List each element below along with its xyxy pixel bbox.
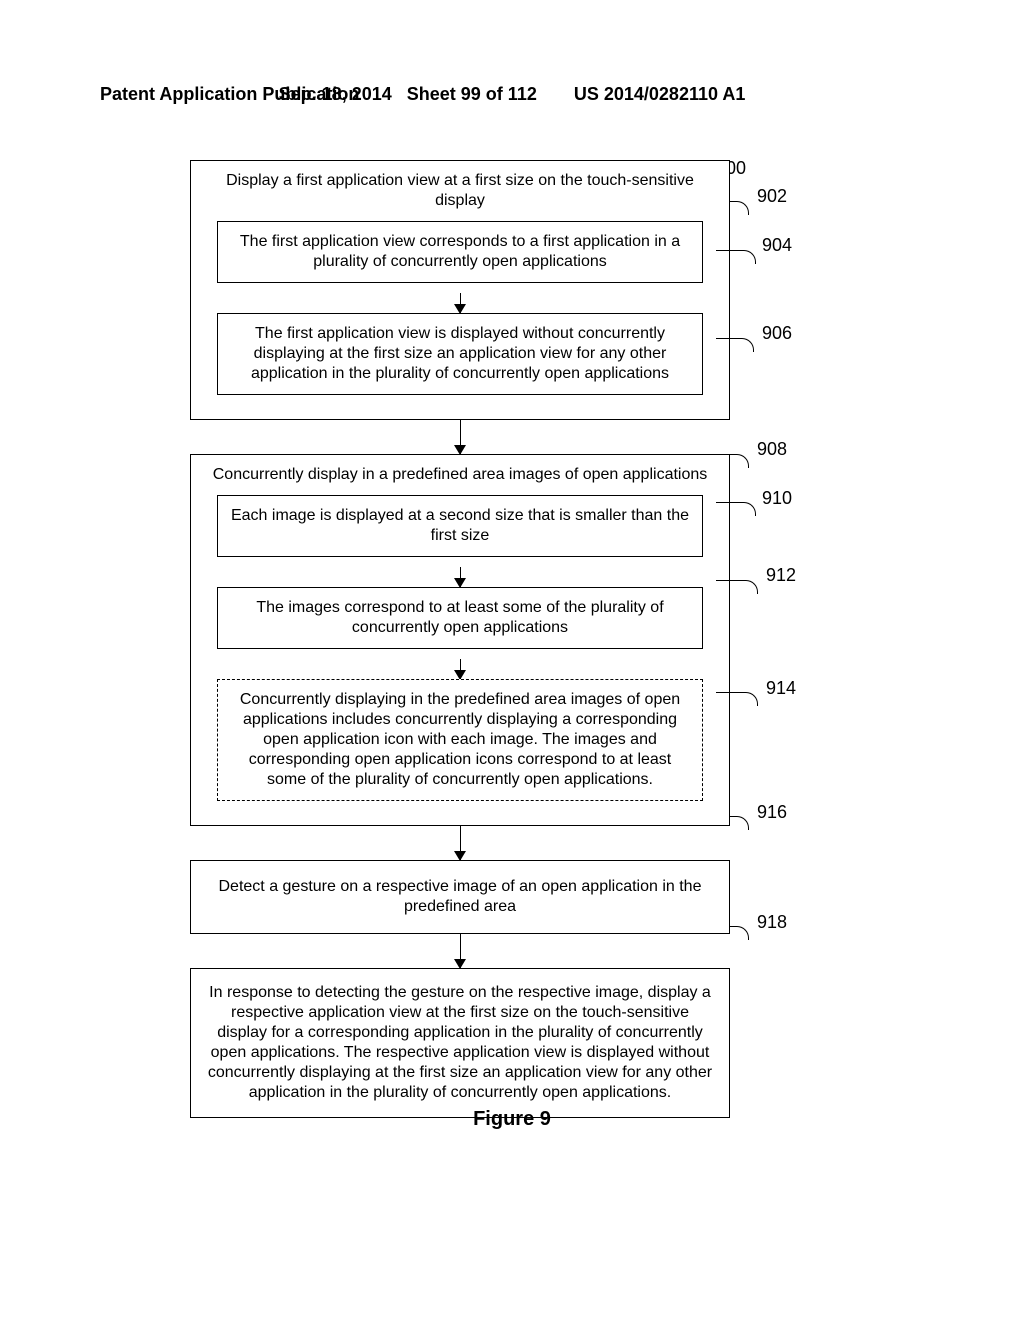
step-918-box: In response to detecting the gesture on … — [190, 968, 730, 1118]
header-pubnum: US 2014/0282110 A1 — [574, 84, 745, 104]
header-sheet: Sheet 99 of 112 — [407, 84, 537, 104]
ref-908: 908 — [757, 439, 787, 460]
step-902-text: Display a first application view at a fi… — [203, 171, 717, 211]
ref-902: 902 — [757, 186, 787, 207]
arrow-910-to-912 — [203, 567, 717, 587]
page-header: Patent Application Publication Sep. 18, … — [100, 84, 924, 105]
leader-906-c — [734, 338, 754, 352]
arrow-916-to-918 — [190, 934, 730, 968]
step-904-box: The first application view corresponds t… — [217, 221, 703, 283]
leader-912-c — [738, 580, 758, 594]
leader-912 — [716, 580, 740, 581]
ref-912: 912 — [766, 565, 796, 586]
leader-910-c — [736, 502, 756, 516]
header-date: Sep. 18, 2014 — [279, 84, 392, 104]
leader-910 — [716, 502, 738, 503]
leader-914-c — [738, 692, 758, 706]
leader-908 — [729, 454, 749, 468]
header-center: Sep. 18, 2014 Sheet 99 of 112 US 2014/02… — [100, 84, 924, 105]
step-914-text: Concurrently displaying in the predefine… — [230, 690, 690, 790]
ref-906: 906 — [762, 323, 792, 344]
arrow-912-to-914 — [203, 659, 717, 679]
step-918-text: In response to detecting the gesture on … — [205, 983, 715, 1103]
step-908-text: Concurrently display in a predefined are… — [203, 465, 717, 485]
step-916-box: Detect a gesture on a respective image o… — [190, 860, 730, 934]
arrow-904-to-906 — [203, 293, 717, 313]
step-904-text: The first application view corresponds t… — [230, 232, 690, 272]
ref-918: 918 — [757, 912, 787, 933]
step-910-text: Each image is displayed at a second size… — [230, 506, 690, 546]
step-906-box: The first application view is displayed … — [217, 313, 703, 395]
step-902-box: Display a first application view at a fi… — [190, 160, 730, 420]
ref-910: 910 — [762, 488, 792, 509]
step-912-box: The images correspond to at least some o… — [217, 587, 703, 649]
leader-918 — [729, 926, 749, 940]
step-906-text: The first application view is displayed … — [230, 324, 690, 384]
figure-label: Figure 9 — [0, 1108, 1024, 1131]
ref-904: 904 — [762, 235, 792, 256]
step-908-box: Concurrently display in a predefined are… — [190, 454, 730, 826]
step-912-text: The images correspond to at least some o… — [230, 598, 690, 638]
leader-914 — [716, 692, 740, 693]
leader-904-c — [736, 250, 756, 264]
ref-916: 916 — [757, 802, 787, 823]
step-914-box: Concurrently displaying in the predefine… — [217, 679, 703, 801]
arrow-group1-to-group2 — [190, 420, 730, 454]
step-910-box: Each image is displayed at a second size… — [217, 495, 703, 557]
leader-904 — [716, 250, 738, 251]
leader-902 — [729, 201, 749, 215]
flowchart: Display a first application view at a fi… — [190, 160, 730, 1118]
leader-916 — [729, 816, 749, 830]
patent-page: Patent Application Publication Sep. 18, … — [0, 0, 1024, 1320]
leader-906 — [716, 338, 736, 339]
step-916-text: Detect a gesture on a respective image o… — [211, 877, 709, 917]
arrow-group2-to-916 — [190, 826, 730, 860]
ref-914: 914 — [766, 678, 796, 699]
